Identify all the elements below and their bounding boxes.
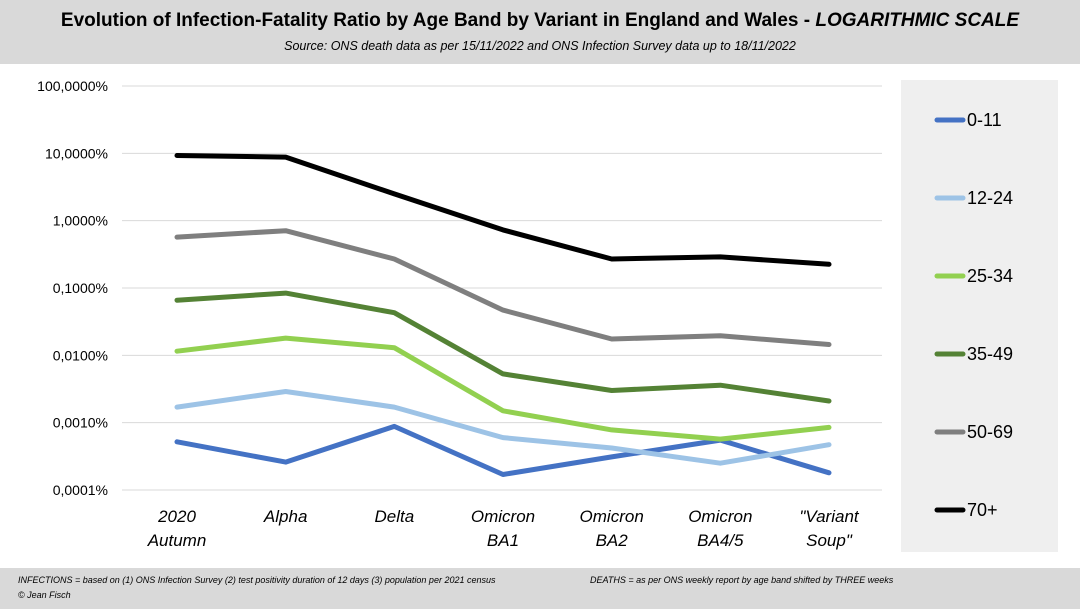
credit-note: © Jean Fisch [18, 590, 71, 600]
x-tick-label: Alpha [263, 507, 307, 526]
series-line-0-11 [174, 423, 832, 477]
chart-title-main: Evolution of Infection-Fatality Ratio by… [60, 10, 816, 31]
y-tick-label: 0,0001% [53, 482, 108, 498]
legend-label-35-49: 35-49 [967, 344, 1013, 364]
series-line-35-49 [174, 290, 832, 404]
x-tick-label-line: BA2 [596, 531, 629, 550]
grid-lines [122, 85, 882, 491]
legend-label-50-69: 50-69 [967, 422, 1013, 442]
x-tick-label-line: Delta [374, 507, 414, 526]
x-tick-label-line: "Variant [799, 507, 860, 526]
series-line-50-69 [174, 228, 832, 347]
chart-title-scale: LOGARITHMIC SCALE [815, 10, 1020, 31]
x-tick-label-line: Omicron [688, 507, 752, 526]
legend-label-70+: 70+ [967, 500, 998, 520]
y-tick-label: 0,1000% [53, 280, 108, 296]
chart-footer: INFECTIONS = based on (1) ONS Infection … [0, 568, 1080, 609]
legend-panel [901, 80, 1058, 552]
x-tick-label: Delta [374, 507, 414, 526]
chart-subtitle: Source: ONS death data as per 15/11/2022… [284, 39, 796, 53]
x-tick-label-line: BA1 [487, 531, 519, 550]
legend: 0-11 12-24 25-34 35-49 50-69 70+ [934, 110, 1013, 520]
x-tick-label: Omicron BA4/5 [688, 507, 752, 550]
x-axis-ticks: 2020 Autumn Alpha Delta Omicron BA1 Omicron BA2… [147, 507, 860, 550]
legend-label-25-34: 25-34 [967, 266, 1013, 286]
x-tick-label-line: 2020 [157, 507, 196, 526]
infections-note: INFECTIONS = based on (1) ONS Infection … [18, 575, 496, 585]
y-axis-ticks: 100,0000% 10,0000% 1,0000% 0,1000% 0,0100% 0,… [37, 78, 108, 498]
legend-label-0-11: 0-11 [967, 110, 1002, 130]
x-tick-label: "Variant Soup" [799, 507, 860, 550]
series-line-25-34 [174, 335, 832, 442]
y-tick-label: 0,0100% [53, 347, 108, 363]
y-tick-label: 1,0000% [53, 213, 108, 229]
x-tick-label-line: Soup" [806, 531, 853, 550]
series-lines [174, 153, 832, 477]
x-tick-label: 2020 Autumn [147, 507, 207, 550]
chart-plot-area: 100,0000% 10,0000% 1,0000% 0,1000% 0,0100% 0,… [37, 78, 1013, 550]
y-tick-label: 0,0010% [53, 415, 108, 431]
x-tick-label-line: Omicron [471, 507, 535, 526]
x-tick-label: Omicron BA1 [471, 507, 535, 550]
legend-label-12-24: 12-24 [967, 188, 1013, 208]
series-line-12-24 [174, 389, 832, 466]
x-tick-label-line: Omicron [580, 507, 644, 526]
y-tick-label: 100,0000% [37, 78, 108, 94]
chart-title: Evolution of Infection-Fatality Ratio by… [0, 10, 1080, 32]
x-tick-label-line: Autumn [147, 531, 207, 550]
y-tick-label: 10,0000% [45, 145, 108, 161]
chart-header: Evolution of Infection-Fatality Ratio by… [0, 0, 1080, 64]
x-tick-label-line: Alpha [263, 507, 307, 526]
x-tick-label: Omicron BA2 [580, 507, 644, 550]
deaths-note: DEATHS = as per ONS weekly report by age… [590, 575, 894, 585]
series-line-70+ [174, 153, 832, 267]
x-tick-label-line: BA4/5 [697, 531, 744, 550]
